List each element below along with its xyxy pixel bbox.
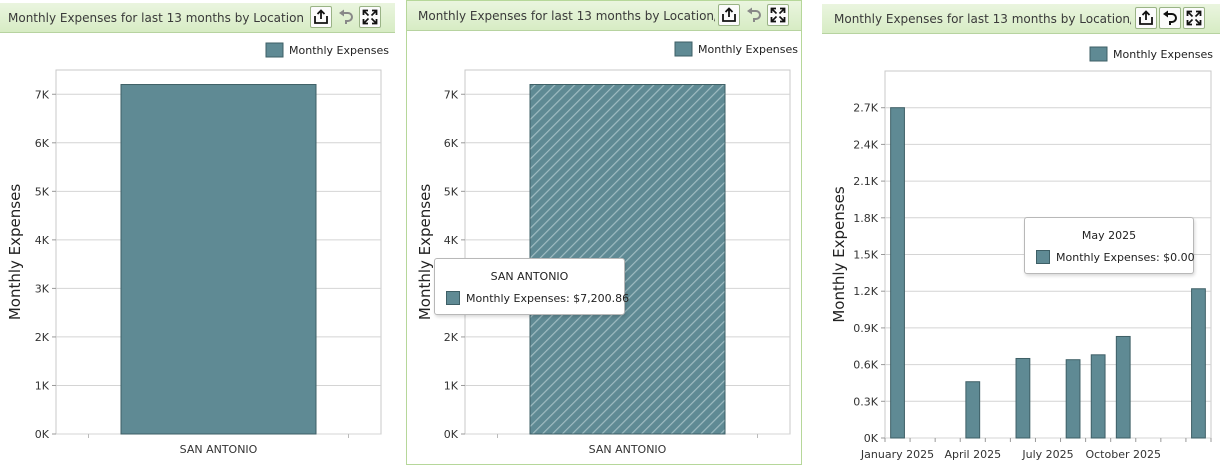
panel-header: Monthly Expenses for last 13 months by L…	[407, 1, 801, 31]
tooltip-label: Monthly Expenses: $7,200.86	[466, 291, 630, 305]
y-axis-title: Monthly Expenses	[830, 186, 848, 322]
y-tick-label: 3K	[35, 282, 50, 295]
bar	[1015, 357, 1031, 439]
bar	[965, 381, 981, 439]
bar	[1065, 359, 1081, 439]
bar-chart: Monthly Expenses0K1K2K3K4K5K6K7KMonthly …	[416, 41, 798, 456]
y-tick-label: 6K	[35, 137, 50, 150]
y-tick-label: 0K	[864, 432, 879, 445]
y-tick-label: 1K	[35, 379, 50, 392]
legend-swatch	[674, 41, 693, 57]
fullscreen-button[interactable]	[359, 6, 381, 28]
panel-header: Monthly Expenses for last 13 months by L…	[0, 3, 395, 33]
bar	[1191, 288, 1206, 439]
undo-button[interactable]	[335, 6, 357, 28]
undo-icon	[339, 9, 353, 24]
x-tick-label: SAN ANTONIO	[180, 443, 258, 456]
export-icon	[722, 7, 736, 22]
tooltip-title: May 2025	[1081, 229, 1137, 242]
legend-swatch	[265, 42, 284, 58]
tooltip-label: Monthly Expenses: $0.00	[1056, 250, 1195, 264]
chart-tooltip: May 2025 Monthly Expenses: $0.00	[1024, 217, 1195, 274]
y-tick-label: 5K	[35, 185, 50, 198]
tooltip-swatch	[1036, 250, 1050, 264]
fullscreen-button[interactable]	[767, 4, 789, 26]
tooltip-swatch	[446, 291, 460, 305]
fullscreen-button[interactable]	[1183, 7, 1205, 29]
bar	[1115, 335, 1131, 439]
legend: Monthly Expenses	[1089, 46, 1213, 62]
y-tick-label: 1K	[444, 379, 459, 392]
y-tick-label: 2.7K	[853, 102, 878, 115]
y-axis-title: Monthly Expenses	[416, 184, 434, 320]
undo-button[interactable]	[1159, 7, 1181, 29]
export-button[interactable]	[310, 6, 332, 28]
legend-label: Monthly Expenses	[698, 43, 798, 56]
y-tick-label: 0.9K	[853, 322, 878, 335]
y-tick-label: 4K	[35, 234, 50, 247]
undo-icon	[747, 7, 761, 22]
y-tick-label: 4K	[444, 234, 459, 247]
x-tick-label: January 2025	[860, 448, 934, 461]
y-tick-label: 6K	[444, 137, 459, 150]
chart-tooltip: SAN ANTONIO Monthly Expenses: $7,200.86	[434, 258, 629, 315]
chart-panel-2: Monthly Expenses for last 13 months by L…	[406, 0, 802, 465]
tooltip-row: Monthly Expenses: $7,200.86	[446, 291, 629, 305]
legend-swatch	[1089, 46, 1108, 62]
export-icon	[1139, 10, 1153, 25]
bar	[1090, 354, 1106, 439]
legend: Monthly Expenses	[265, 42, 389, 58]
export-button[interactable]	[1135, 7, 1157, 29]
chart-panel-3: Monthly Expenses for last 13 months by L…	[822, 0, 1220, 465]
export-icon	[314, 9, 328, 24]
fullscreen-icon	[362, 9, 378, 25]
y-tick-label: 0K	[35, 428, 50, 441]
y-axis-title: Monthly Expenses	[6, 184, 24, 320]
panel-header: Monthly Expenses for last 13 months by L…	[822, 4, 1220, 34]
y-tick-label: 2.1K	[853, 175, 878, 188]
panel-title: Monthly Expenses for last 13 months by L…	[8, 11, 303, 25]
legend-label: Monthly Expenses	[1113, 48, 1213, 61]
y-tick-label: 0.6K	[853, 359, 878, 372]
x-tick-label: April 2025	[944, 448, 1001, 461]
y-tick-label: 1.5K	[853, 249, 878, 262]
bar-chart: Monthly Expenses 0K 1K 2K 3K 4K 5K 6K 7K Monthly …	[6, 42, 389, 456]
fullscreen-icon	[770, 7, 786, 23]
y-tick-label: 2K	[444, 331, 459, 344]
y-tick-label: 2.4K	[853, 138, 878, 151]
x-tick-label: SAN ANTONIO	[589, 443, 667, 456]
y-tick-label: 5K	[444, 185, 459, 198]
fullscreen-icon	[1186, 10, 1202, 26]
y-tick-label: 0K	[444, 428, 459, 441]
tooltip-title: SAN ANTONIO	[490, 270, 569, 283]
export-button[interactable]	[718, 4, 740, 26]
y-tick-label: 1.8K	[853, 212, 878, 225]
y-tick-label: 0.3K	[853, 395, 878, 408]
chart-panel-1: Monthly Expenses for last 13 months by L…	[0, 0, 395, 465]
undo-icon	[1163, 10, 1177, 25]
undo-button[interactable]	[743, 4, 765, 26]
y-tick-label: 1.2K	[853, 285, 878, 298]
tooltip-row: Monthly Expenses: $0.00	[1036, 250, 1195, 264]
y-tick-label: 2K	[35, 331, 50, 344]
legend-label: Monthly Expenses	[289, 44, 389, 57]
legend: Monthly Expenses	[674, 41, 798, 57]
x-tick-label: October 2025	[1085, 448, 1161, 461]
panel-title: Monthly Expenses for last 13 months by L…	[834, 12, 1131, 26]
bar	[120, 84, 317, 435]
y-tick-label: 7K	[35, 88, 50, 101]
bar	[890, 107, 905, 439]
y-tick-label: 7K	[444, 88, 459, 101]
x-tick-label: July 2025	[1021, 448, 1073, 461]
panel-title: Monthly Expenses for last 13 months by L…	[418, 9, 715, 23]
